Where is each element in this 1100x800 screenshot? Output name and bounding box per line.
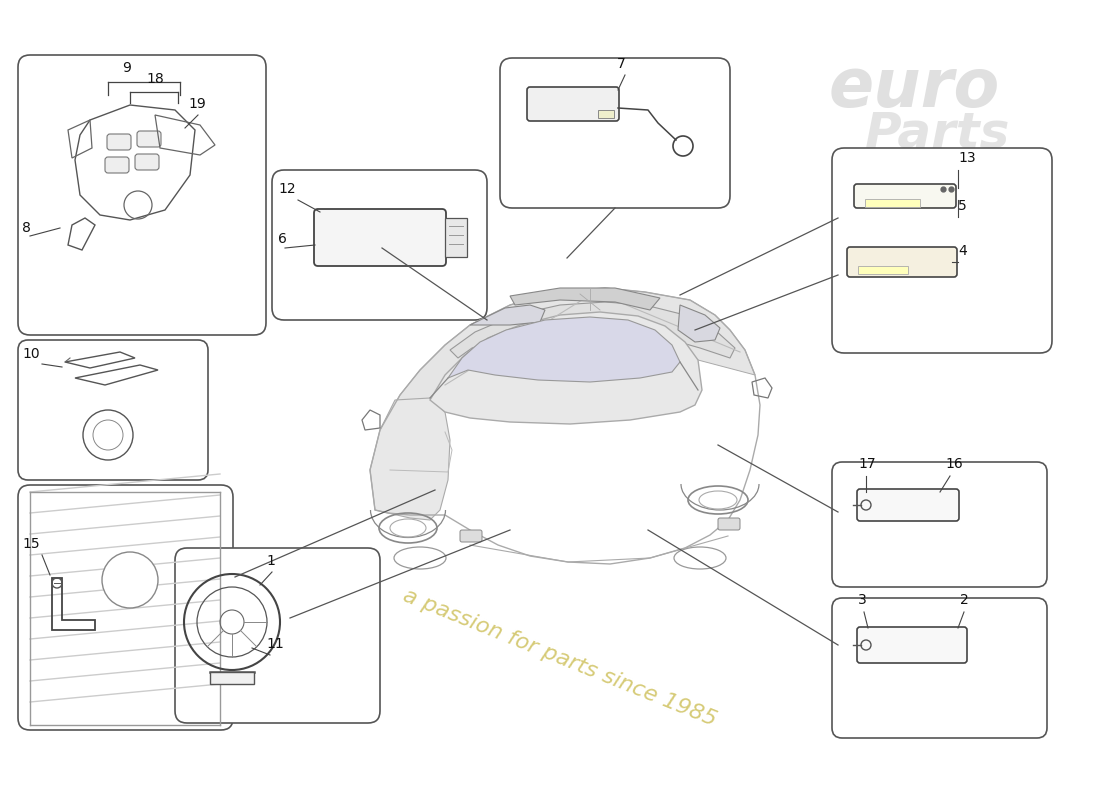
- FancyBboxPatch shape: [135, 154, 160, 170]
- Text: 15: 15: [22, 537, 40, 551]
- FancyBboxPatch shape: [175, 548, 380, 723]
- Text: a passion for parts since 1985: a passion for parts since 1985: [400, 586, 719, 730]
- Text: 4: 4: [958, 244, 967, 258]
- Text: 13: 13: [958, 151, 976, 165]
- Polygon shape: [470, 305, 544, 325]
- FancyBboxPatch shape: [858, 266, 907, 274]
- FancyBboxPatch shape: [446, 218, 468, 257]
- FancyBboxPatch shape: [104, 157, 129, 173]
- Polygon shape: [430, 312, 702, 424]
- FancyBboxPatch shape: [138, 131, 161, 147]
- FancyBboxPatch shape: [500, 58, 730, 208]
- FancyBboxPatch shape: [832, 598, 1047, 738]
- Text: Parts: Parts: [865, 110, 1010, 158]
- Polygon shape: [450, 302, 735, 358]
- Text: 9: 9: [122, 61, 131, 75]
- FancyBboxPatch shape: [18, 485, 233, 730]
- Text: since 1985: since 1985: [879, 148, 1015, 172]
- FancyBboxPatch shape: [272, 170, 487, 320]
- FancyBboxPatch shape: [718, 518, 740, 530]
- FancyBboxPatch shape: [832, 462, 1047, 587]
- FancyBboxPatch shape: [847, 247, 957, 277]
- Text: 12: 12: [278, 182, 296, 196]
- FancyBboxPatch shape: [865, 199, 920, 207]
- Text: 10: 10: [22, 347, 40, 361]
- Text: 1: 1: [266, 554, 275, 568]
- Polygon shape: [379, 288, 755, 430]
- Circle shape: [102, 552, 158, 608]
- Polygon shape: [678, 305, 721, 342]
- Text: 8: 8: [22, 221, 31, 235]
- FancyBboxPatch shape: [854, 184, 956, 208]
- Text: euro: euro: [828, 55, 1000, 121]
- FancyBboxPatch shape: [18, 340, 208, 480]
- Text: 7: 7: [617, 57, 626, 71]
- Text: 11: 11: [266, 637, 284, 651]
- FancyBboxPatch shape: [832, 148, 1052, 353]
- Polygon shape: [510, 288, 660, 310]
- FancyBboxPatch shape: [18, 55, 266, 335]
- Text: 5: 5: [958, 199, 967, 213]
- FancyBboxPatch shape: [857, 489, 959, 521]
- Text: 18: 18: [146, 72, 164, 86]
- FancyBboxPatch shape: [460, 530, 482, 542]
- FancyBboxPatch shape: [210, 672, 254, 684]
- FancyBboxPatch shape: [857, 627, 967, 663]
- FancyBboxPatch shape: [314, 209, 446, 266]
- Text: 2: 2: [960, 593, 969, 607]
- Text: 3: 3: [858, 593, 867, 607]
- FancyBboxPatch shape: [598, 110, 614, 118]
- Text: 6: 6: [278, 232, 287, 246]
- FancyBboxPatch shape: [107, 134, 131, 150]
- Polygon shape: [370, 398, 450, 520]
- Text: 17: 17: [858, 457, 876, 471]
- Text: 16: 16: [945, 457, 962, 471]
- Polygon shape: [448, 317, 680, 382]
- Text: 19: 19: [188, 97, 206, 111]
- FancyBboxPatch shape: [527, 87, 619, 121]
